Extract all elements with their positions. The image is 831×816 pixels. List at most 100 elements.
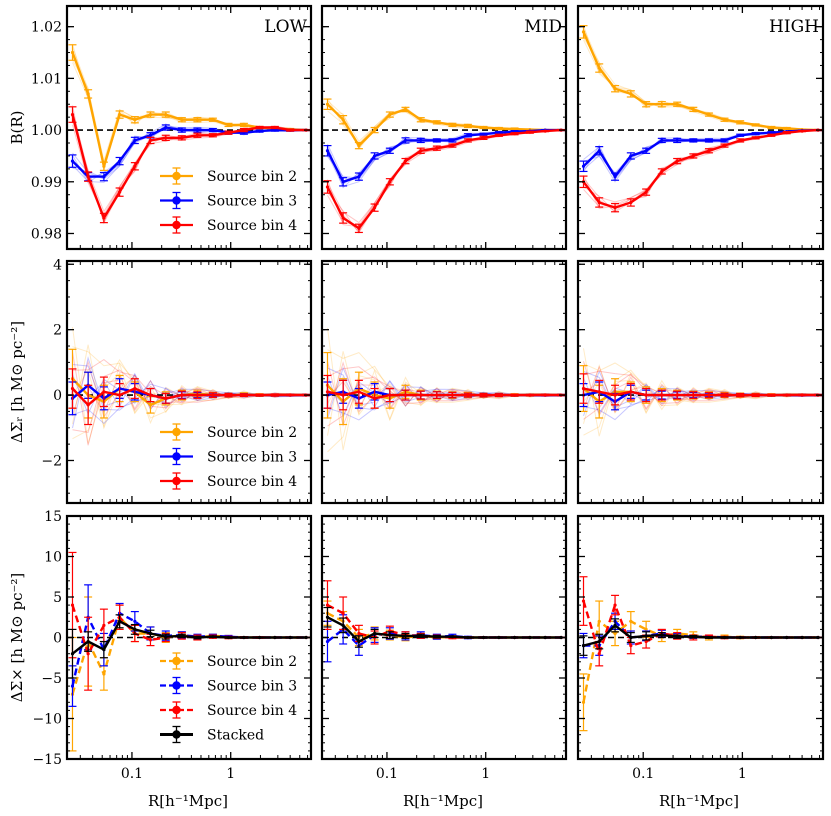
point-stacked-3: [370, 628, 379, 639]
marker: [613, 206, 617, 210]
point-bin4-10: [479, 135, 488, 140]
point-stacked-8: [448, 635, 457, 639]
point-bin4-7: [177, 390, 186, 400]
point-stacked-11: [494, 635, 503, 640]
series-line-bin4: [583, 387, 819, 397]
point-bin2-5: [657, 101, 666, 108]
marker: [722, 118, 727, 122]
marker: [118, 393, 122, 397]
point-bin2-6: [161, 111, 170, 118]
marker: [164, 125, 168, 130]
point-bin2-3: [626, 90, 635, 98]
marker: [70, 386, 75, 391]
point-bin2-10: [736, 120, 745, 125]
marker: [435, 635, 439, 639]
panel-frame: [576, 259, 825, 505]
marker: [388, 180, 392, 184]
marker: [341, 216, 345, 220]
series-line-bin4: [326, 604, 562, 639]
y-tick-label: 15: [44, 509, 62, 525]
marker: [597, 639, 601, 644]
series-stacked: [323, 606, 566, 648]
marker: [242, 635, 246, 640]
panel-boost-mid: MID: [320, 4, 568, 251]
marker: [707, 393, 711, 397]
marker: [528, 130, 532, 134]
series-line-bin3: [326, 128, 562, 184]
series-line-bin4: [71, 387, 307, 407]
point-bin3-2: [99, 171, 108, 182]
point-bin2-2: [99, 161, 108, 172]
marker: [195, 133, 200, 137]
marker: [288, 128, 292, 132]
realisation-bin2-2: [72, 346, 307, 406]
marker: [226, 123, 231, 127]
point-bin4-12: [510, 393, 519, 397]
marker: [325, 149, 330, 153]
marker: [581, 30, 586, 34]
y-tick-label: 1.00: [31, 123, 62, 139]
point-bin4-10: [224, 392, 233, 398]
marker: [738, 133, 742, 137]
point-bin3-0: [323, 144, 332, 157]
point-bin4-2: [611, 202, 620, 213]
point-bin3-9: [463, 133, 472, 138]
point-stacked-2: [611, 618, 620, 633]
plot-area: [322, 327, 566, 453]
point-stacked-11: [751, 635, 760, 640]
x-tick-label: 0.1: [121, 766, 143, 782]
marker: [373, 631, 377, 636]
marker: [597, 66, 601, 70]
marker: [341, 611, 345, 615]
x-axis-label-col2: R[h⁻¹Mpc]: [403, 792, 483, 810]
point-bin3-4: [130, 136, 139, 145]
marker: [341, 180, 345, 184]
point-bin3-3: [115, 156, 124, 166]
marker: [707, 149, 711, 153]
point-bin4-3: [115, 383, 124, 408]
y-tick-label: 1.02: [31, 20, 62, 36]
marker: [273, 128, 277, 132]
panel-frame: [320, 259, 568, 505]
series-bin2: [579, 25, 823, 132]
marker: [419, 138, 423, 143]
marker: [325, 185, 330, 189]
marker: [466, 133, 470, 137]
series-bin3: [579, 612, 823, 659]
marker: [466, 635, 470, 640]
series-line-bin4: [582, 128, 819, 209]
marker: [512, 127, 517, 131]
marker: [148, 112, 153, 117]
point-bin4-1: [84, 384, 93, 426]
point-bin2-9: [463, 123, 472, 129]
legend-item-bin3: Source bin 3: [160, 191, 297, 210]
marker: [691, 393, 695, 397]
point-bin2-1: [84, 89, 93, 99]
marker: [273, 393, 277, 397]
panel-frame: [65, 514, 313, 761]
series-bin4: [323, 580, 566, 645]
marker: [466, 124, 470, 128]
point-bin4-9: [208, 392, 217, 398]
marker: [769, 125, 773, 130]
point-bin4-4: [385, 387, 394, 403]
point-bin4-0: [323, 374, 332, 409]
marker: [597, 390, 601, 394]
realisation-bin2-4: [583, 37, 819, 131]
point-stacked-2: [354, 635, 363, 648]
y-tick-label: −2: [41, 453, 62, 469]
marker: [707, 635, 711, 640]
marker: [691, 107, 695, 112]
marker: [644, 639, 648, 644]
marker: [629, 154, 633, 158]
marker: [644, 190, 648, 194]
marker: [180, 393, 184, 397]
point-bin2-11: [494, 126, 503, 131]
point-bin3-7: [177, 127, 186, 133]
point-bin4-3: [626, 383, 635, 401]
marker: [581, 164, 586, 168]
legend-label: Source bin 3: [207, 450, 297, 466]
marker: [357, 143, 361, 148]
x-tick-label: 1: [481, 766, 490, 782]
